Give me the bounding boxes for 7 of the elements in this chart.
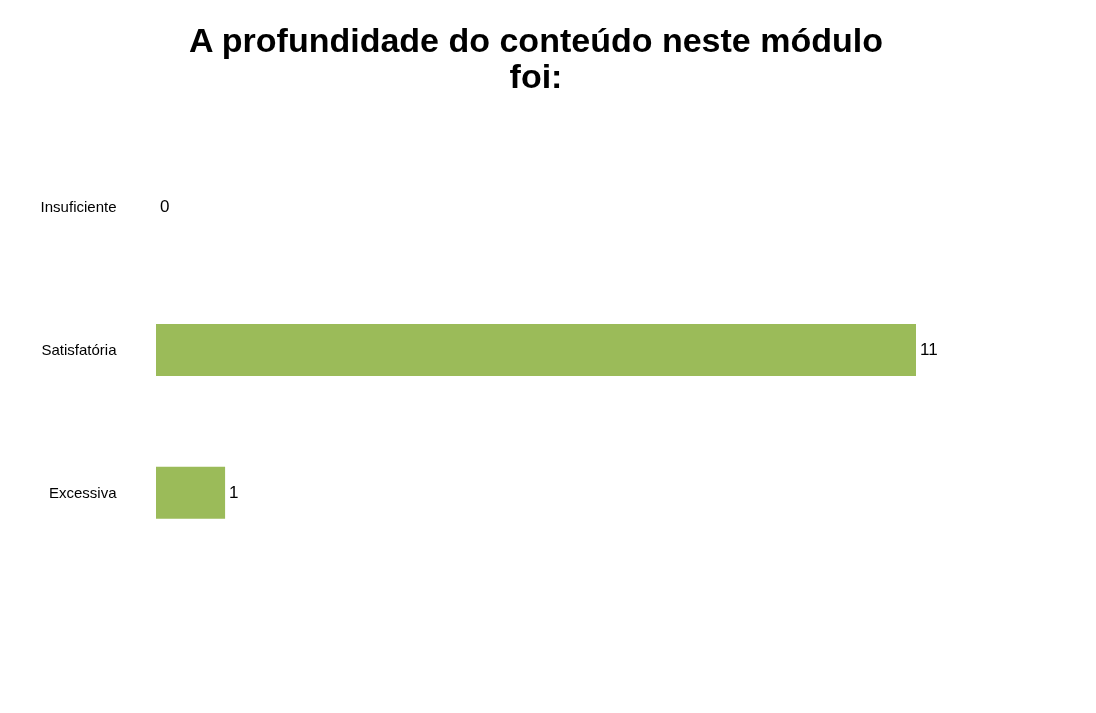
data-label: 11 [920,340,938,359]
y-tick-label: Satisfatória [41,341,118,358]
y-tick-label: Excessiva [48,483,118,501]
data-label: 1 [229,482,239,502]
y-tick-label: Insuficiente [40,198,117,216]
chart-title: A profundidade do conteúdo neste módulo foi: [189,21,883,95]
data-label: 0 [160,197,170,217]
